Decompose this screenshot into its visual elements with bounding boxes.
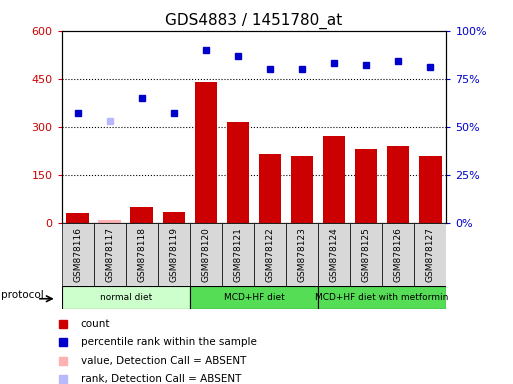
Text: MCD+HF diet: MCD+HF diet bbox=[224, 293, 284, 302]
Bar bbox=[130, 207, 153, 223]
Text: count: count bbox=[81, 319, 110, 329]
Bar bbox=[62, 286, 190, 309]
Text: GSM878117: GSM878117 bbox=[105, 227, 114, 282]
Text: GSM878122: GSM878122 bbox=[265, 227, 274, 282]
Text: GSM878118: GSM878118 bbox=[137, 227, 146, 282]
Bar bbox=[382, 223, 415, 286]
Bar bbox=[227, 122, 249, 223]
Bar bbox=[355, 149, 378, 223]
Bar bbox=[66, 213, 89, 223]
Bar bbox=[158, 223, 190, 286]
Text: GSM878127: GSM878127 bbox=[426, 227, 435, 282]
Bar bbox=[387, 146, 409, 223]
Text: GSM878123: GSM878123 bbox=[298, 227, 307, 282]
Text: GSM878125: GSM878125 bbox=[362, 227, 371, 282]
Bar bbox=[415, 223, 446, 286]
Bar bbox=[291, 156, 313, 223]
Text: MCD+HF diet with metformin: MCD+HF diet with metformin bbox=[315, 293, 449, 302]
Bar bbox=[318, 286, 446, 309]
Bar bbox=[419, 156, 442, 223]
Bar bbox=[350, 223, 382, 286]
Bar bbox=[190, 286, 318, 309]
Text: value, Detection Call = ABSENT: value, Detection Call = ABSENT bbox=[81, 356, 246, 366]
Bar bbox=[126, 223, 158, 286]
Text: GSM878121: GSM878121 bbox=[233, 227, 243, 282]
Title: GDS4883 / 1451780_at: GDS4883 / 1451780_at bbox=[165, 13, 343, 29]
Bar bbox=[254, 223, 286, 286]
Bar bbox=[93, 223, 126, 286]
Bar bbox=[318, 223, 350, 286]
Bar bbox=[222, 223, 254, 286]
Bar bbox=[259, 154, 281, 223]
Bar bbox=[286, 223, 318, 286]
Text: normal diet: normal diet bbox=[100, 293, 152, 302]
Text: GSM878124: GSM878124 bbox=[329, 227, 339, 282]
Bar bbox=[194, 82, 217, 223]
Text: percentile rank within the sample: percentile rank within the sample bbox=[81, 338, 256, 348]
Bar bbox=[323, 136, 345, 223]
Text: GSM878126: GSM878126 bbox=[393, 227, 403, 282]
Text: GSM878120: GSM878120 bbox=[201, 227, 210, 282]
Bar bbox=[190, 223, 222, 286]
Bar bbox=[98, 220, 121, 223]
Text: protocol: protocol bbox=[1, 290, 44, 300]
Bar bbox=[62, 223, 93, 286]
Text: rank, Detection Call = ABSENT: rank, Detection Call = ABSENT bbox=[81, 374, 241, 384]
Text: GSM878116: GSM878116 bbox=[73, 227, 82, 282]
Text: GSM878119: GSM878119 bbox=[169, 227, 179, 282]
Bar bbox=[163, 212, 185, 223]
